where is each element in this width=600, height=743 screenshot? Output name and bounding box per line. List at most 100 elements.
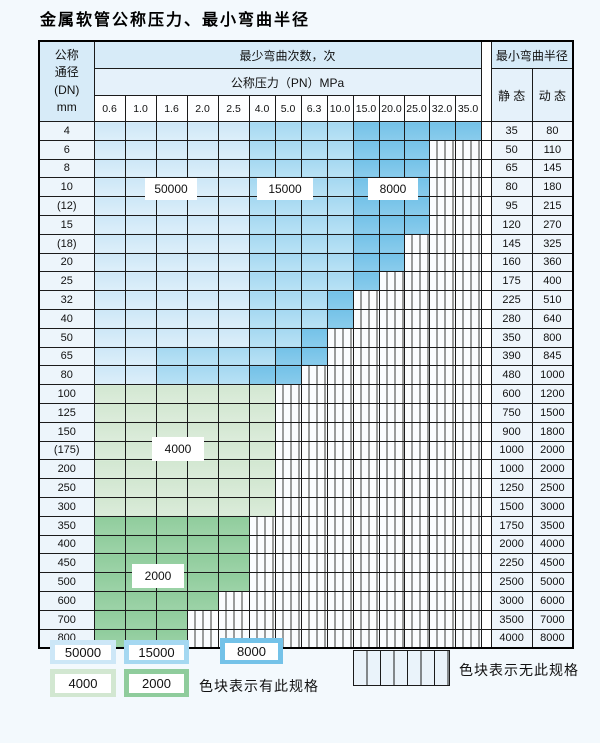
dynamic-radius-cell: 1500 xyxy=(531,402,574,423)
cycle-count-label: 8000 xyxy=(368,178,418,200)
dynamic-radius-cell: 1000 xyxy=(531,365,574,386)
spec-cell xyxy=(93,139,126,160)
spec-cell xyxy=(248,459,276,480)
spacer-cell xyxy=(480,459,492,480)
spec-cell xyxy=(352,214,380,235)
static-radius-cell: 175 xyxy=(490,271,533,292)
no-spec-cell xyxy=(403,308,430,329)
spec-cell xyxy=(248,478,276,498)
spec-cell xyxy=(124,346,157,367)
no-spec-cell xyxy=(403,252,430,273)
spacer-cell xyxy=(480,609,492,630)
no-spec-cell xyxy=(326,459,354,480)
spec-cell xyxy=(124,252,157,273)
pressure-value-header: 4.0 xyxy=(248,95,276,122)
no-spec-cell xyxy=(378,384,405,404)
no-spec-cell xyxy=(403,572,430,592)
spec-cell xyxy=(155,609,188,630)
spacer-cell xyxy=(480,534,492,555)
no-spec-cell xyxy=(454,440,482,461)
dynamic-radius-cell: 7000 xyxy=(531,609,574,630)
spec-cell xyxy=(155,308,188,329)
no-spec-cell xyxy=(428,459,456,480)
spec-cell xyxy=(217,515,250,536)
no-spec-cell xyxy=(300,459,328,480)
static-radius-cell: 120 xyxy=(490,214,533,235)
dynamic-radius-cell: 2500 xyxy=(531,478,574,498)
spacer-cell xyxy=(480,308,492,329)
spec-cell xyxy=(217,365,250,386)
spec-cell xyxy=(248,346,276,367)
spacer-column xyxy=(480,40,492,122)
spec-cell xyxy=(186,365,219,386)
dynamic-radius-cell: 8000 xyxy=(531,628,574,649)
spec-cell xyxy=(93,308,126,329)
legend-chip-label: 2000 xyxy=(129,673,184,693)
no-spec-cell xyxy=(248,553,276,574)
table-row: 400 2000 4000 xyxy=(38,534,574,555)
spec-cell xyxy=(93,572,126,592)
no-spec-cell xyxy=(274,590,302,611)
no-spec-cell xyxy=(378,590,405,611)
dynamic-radius-cell: 1800 xyxy=(531,421,574,442)
spec-cell xyxy=(300,290,328,310)
spec-cell xyxy=(186,214,219,235)
legend-no-spec-text: 色块表示无此规格 xyxy=(459,662,579,678)
spec-cell xyxy=(248,139,276,160)
legend-chip: 15000 xyxy=(124,640,189,664)
table-row: 40 280 640 xyxy=(38,308,574,329)
no-spec-cell xyxy=(454,214,482,235)
spacer-cell xyxy=(480,121,492,141)
spec-cell xyxy=(248,384,276,404)
no-spec-cell xyxy=(274,553,302,574)
spec-cell xyxy=(93,421,126,442)
spec-cell xyxy=(248,402,276,423)
no-spec-cell xyxy=(326,346,354,367)
spec-cell xyxy=(352,139,380,160)
spec-cell xyxy=(248,252,276,273)
no-spec-cell xyxy=(352,572,380,592)
spec-cell xyxy=(124,271,157,292)
no-spec-cell xyxy=(454,308,482,329)
no-spec-cell xyxy=(274,515,302,536)
spec-cell xyxy=(352,233,380,254)
no-spec-cell xyxy=(326,365,354,386)
table-row: 125 750 1500 xyxy=(38,402,574,423)
no-spec-cell xyxy=(428,496,456,517)
spec-cell xyxy=(352,158,380,179)
dn-cell: 350 xyxy=(38,515,95,536)
no-spec-cell xyxy=(300,384,328,404)
spec-cell xyxy=(300,121,328,141)
no-spec-cell xyxy=(326,478,354,498)
no-spec-cell xyxy=(352,496,380,517)
spec-cell xyxy=(274,290,302,310)
spec-cell xyxy=(300,139,328,160)
spec-cell xyxy=(274,196,302,216)
spec-cell xyxy=(378,158,405,179)
static-radius-cell: 3000 xyxy=(490,590,533,611)
no-spec-cell xyxy=(274,609,302,630)
spec-cell xyxy=(217,421,250,442)
spec-cell xyxy=(155,233,188,254)
no-spec-cell xyxy=(454,515,482,536)
no-spec-cell xyxy=(454,139,482,160)
spec-cell xyxy=(217,290,250,310)
spec-cell xyxy=(186,139,219,160)
dn-cell: 200 xyxy=(38,459,95,480)
static-radius-cell: 50 xyxy=(490,139,533,160)
no-spec-cell xyxy=(378,308,405,329)
static-radius-cell: 95 xyxy=(490,196,533,216)
spec-cell xyxy=(217,308,250,329)
no-spec-cell xyxy=(428,534,456,555)
no-spec-cell xyxy=(326,384,354,404)
dynamic-radius-cell: 3000 xyxy=(531,496,574,517)
spacer-cell xyxy=(480,478,492,498)
table-row: 500 2500 5000 xyxy=(38,572,574,592)
spec-cell xyxy=(274,214,302,235)
spacer-cell xyxy=(480,214,492,235)
legend-chip-label: 8000 xyxy=(225,642,278,660)
no-spec-cell xyxy=(428,308,456,329)
no-spec-cell xyxy=(274,572,302,592)
spec-cell xyxy=(93,346,126,367)
no-spec-cell xyxy=(378,327,405,348)
